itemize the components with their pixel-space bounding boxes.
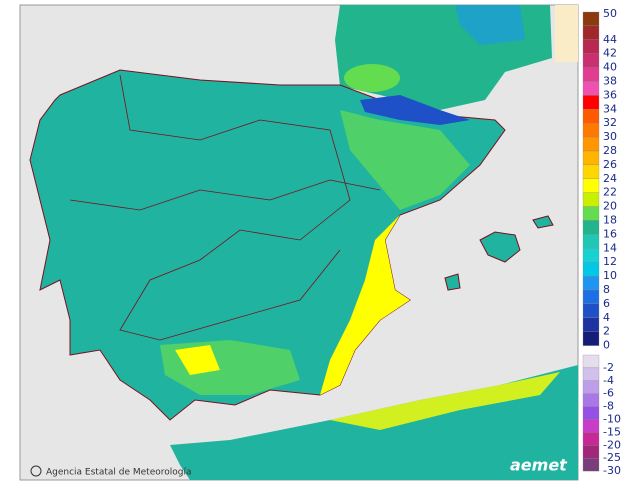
africa-warm [330,372,560,430]
legend-swatch [582,303,600,318]
legend-swatch [582,25,600,40]
guadalquivir-warm [175,345,220,375]
legend-swatch [582,380,600,394]
legend-swatch [582,419,600,433]
legend-label: 38 [603,75,617,88]
legend-label: -10 [603,413,621,426]
legend-swatch [582,164,600,179]
legend-label: 8 [603,283,610,296]
legend-label: 34 [603,102,617,115]
borders [69,179,381,211]
legend-label: 12 [603,255,617,268]
legend-label: -25 [603,451,621,464]
borders [119,74,351,341]
ebro-valley [340,110,470,210]
legend-label: 4 [603,311,610,324]
menorca [532,215,554,229]
legend-label: -6 [603,387,614,400]
legend-label: -15 [603,425,621,438]
legend-label: 16 [603,227,617,240]
copyright-icon [30,465,42,477]
legend-label: -30 [603,464,621,477]
legend-label: 44 [603,33,617,46]
warm-area [344,64,400,92]
legend-swatch [582,393,600,407]
mallorca [479,231,521,263]
pyrenees-cold [360,95,470,125]
legend-label: 20 [603,200,617,213]
legend-label: 18 [603,214,617,227]
legend-swatch [582,432,600,446]
legend-label: 30 [603,130,617,143]
legend-label: 24 [603,172,617,185]
legend-swatch [582,445,600,459]
legend-label: 14 [603,241,617,254]
ibiza [444,273,461,291]
legend-label: 40 [603,61,617,74]
legend-swatch [582,275,600,291]
legend-swatch [582,406,600,420]
legend-swatch [582,150,600,166]
alps-cold [455,5,525,45]
legend-label: 50 [603,7,617,20]
legend-label: 26 [603,158,617,171]
legend-swatch [582,109,600,124]
legend-swatch [582,331,600,346]
legend-swatch [582,81,600,96]
legend-swatch [582,11,600,27]
legend-label: 22 [603,186,617,199]
legend-label: 0 [603,339,610,352]
legend-label: -20 [603,438,621,451]
legend-swatch [582,234,600,249]
legend-swatch [582,192,600,207]
legend-label: -2 [603,361,614,374]
legend-label: -4 [603,374,614,387]
legend-swatch [582,206,600,221]
legend-label: 28 [603,144,617,157]
logo: aemet [510,456,568,475]
legend-swatch [582,39,600,54]
legend-label: 10 [603,269,617,282]
legend-swatch [582,289,600,305]
legend-swatch [582,458,600,472]
no-data-area [555,5,578,62]
legend-label: -8 [603,400,614,413]
legend-swatch [582,178,600,193]
warm-coast [320,215,410,395]
legend-swatch [582,248,600,263]
legend-swatch [582,354,600,369]
legend-label: 42 [603,47,617,60]
legend-swatch [582,53,600,68]
legend-swatch [582,95,600,110]
legend: 5044424038363432302826242220181614121086… [582,7,621,477]
legend-swatch [582,67,600,82]
legend-label: 32 [603,116,617,129]
legend-label: 6 [603,297,610,310]
legend-swatch [582,317,600,332]
legend-swatch [582,136,600,152]
legend-label: 36 [603,88,617,101]
legend-swatch [582,220,600,235]
legend-swatch [582,367,600,381]
legend-swatch [582,123,600,138]
legend-label: 2 [603,325,610,338]
legend-swatch [582,262,600,277]
credit: Agencia Estatal de Meteorología [46,468,192,478]
